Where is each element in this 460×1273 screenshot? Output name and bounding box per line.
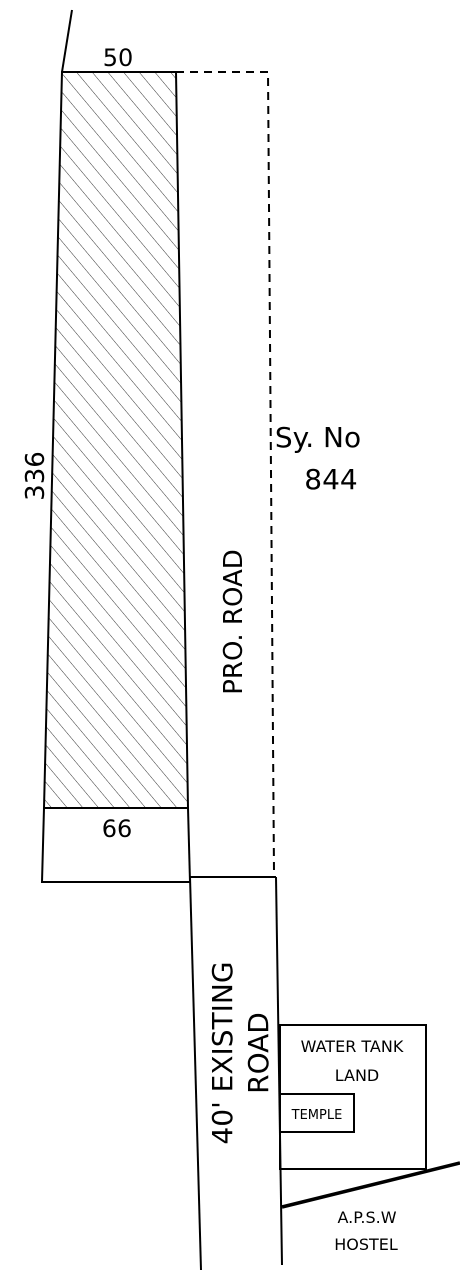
survey-number-label: Sy. No [275,421,361,454]
water-tank-label-line1: WATER TANK [301,1037,404,1056]
hostel-label-line2: HOSTEL [334,1235,398,1254]
temple-label: TEMPLE [291,1108,343,1123]
temple-box [279,1093,355,1133]
north-line [61,9,73,73]
dimension-top-label: 50 [103,44,134,72]
water-tank-label-line2: LAND [335,1066,380,1085]
dimension-bottom-label: 66 [102,815,133,843]
hostel-boundary-line [281,1161,460,1209]
dimension-side-label: 336 [21,451,51,501]
existing-road-left-edge [189,876,202,1271]
existing-road-label-line2: ROAD [242,1012,275,1094]
hostel-label-line1: A.P.S.W [337,1208,396,1227]
plot-lower-boundary [40,807,190,883]
proposed-road-label: PRO. ROAD [219,549,249,695]
existing-road-label-line1: 40' EXISTING [206,961,239,1144]
survey-number-value: 844 [304,463,357,496]
survey-boundary-dashed [176,71,275,873]
plot-right-edge-lower [187,807,191,883]
hatched-plot [42,71,190,809]
